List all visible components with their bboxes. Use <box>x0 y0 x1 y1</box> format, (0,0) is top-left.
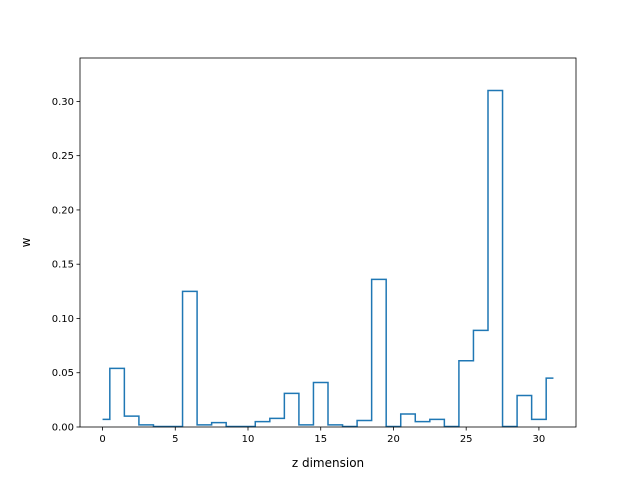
x-tick-label: 10 <box>242 434 255 445</box>
x-tick-label: 30 <box>533 434 546 445</box>
x-tick-label: 25 <box>460 434 473 445</box>
y-axis-label: w <box>19 237 33 247</box>
y-tick-label: 0.00 <box>52 423 74 434</box>
series-line-0 <box>102 89 554 428</box>
x-axis-label: z dimension <box>292 456 364 470</box>
y-tick-label: 0.25 <box>52 151 74 162</box>
x-tick-label: 5 <box>172 434 178 445</box>
plot-area <box>102 89 554 428</box>
y-tick-label: 0.05 <box>52 368 74 379</box>
x-tick-label: 20 <box>387 434 400 445</box>
y-tick-label: 0.10 <box>52 314 74 325</box>
x-tick-label: 15 <box>314 434 327 445</box>
y-tick-label: 0.20 <box>52 205 74 216</box>
y-tick-label: 0.30 <box>52 97 74 108</box>
axes-frame <box>79 57 577 428</box>
y-tick-label: 0.15 <box>52 260 74 271</box>
x-tick-label: 0 <box>99 434 105 445</box>
axis-ticks: 0 5 10 15 20 25 30 0.00 0.05 0.10 0.15 0.20 0.25 0.30 <box>52 97 546 445</box>
